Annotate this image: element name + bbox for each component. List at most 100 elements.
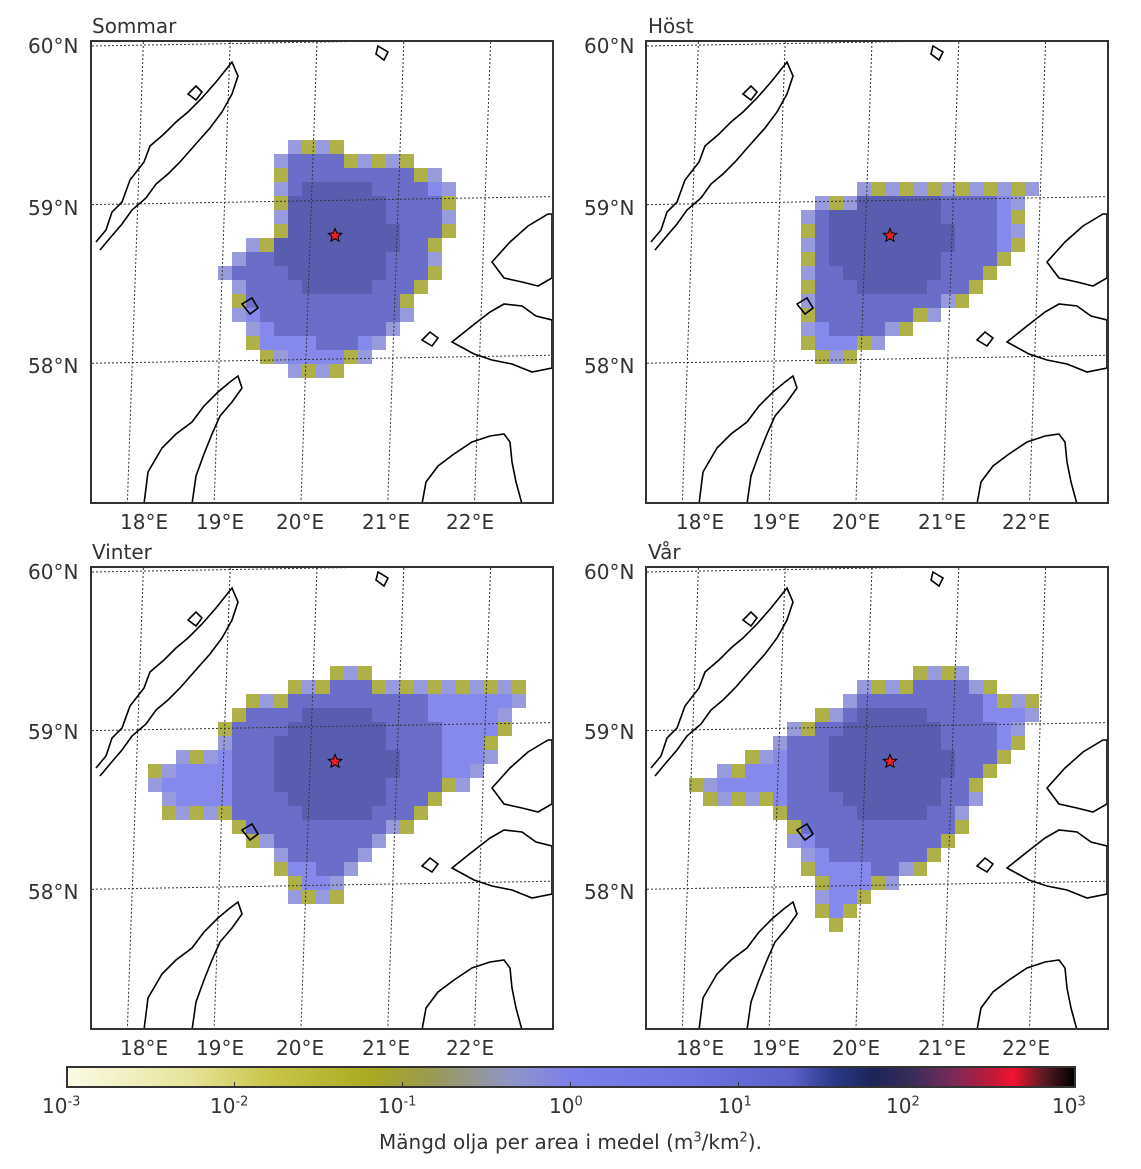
oil-cell <box>927 750 941 764</box>
oil-cell <box>969 694 983 708</box>
oil-cell <box>288 764 302 778</box>
oil-cell <box>330 350 344 364</box>
oil-cell <box>316 294 330 308</box>
oil-cell <box>843 904 857 918</box>
oil-cell <box>843 806 857 820</box>
coastline-path <box>143 374 243 502</box>
oil-cell <box>843 736 857 750</box>
lat-label-60: 60°N <box>28 34 79 58</box>
oil-cell <box>330 862 344 876</box>
map-panel-sommar <box>90 40 554 504</box>
oil-cell <box>787 834 801 848</box>
map-panel-host <box>645 40 1109 504</box>
oil-cell <box>344 350 358 364</box>
meridian-line <box>768 42 786 502</box>
oil-cell <box>302 210 316 224</box>
oil-cell <box>414 266 428 280</box>
oil-cell <box>913 266 927 280</box>
oil-cell <box>204 792 218 806</box>
oil-cell <box>773 736 787 750</box>
oil-cell <box>302 308 316 322</box>
oil-cell <box>955 280 969 294</box>
oil-cell <box>787 806 801 820</box>
oil-cell <box>372 224 386 238</box>
oil-cell <box>246 792 260 806</box>
oil-cell <box>969 722 983 736</box>
coastline-path <box>930 44 945 62</box>
oil-cell <box>787 778 801 792</box>
oil-cell <box>913 806 927 820</box>
oil-cell <box>815 778 829 792</box>
oil-cell <box>288 238 302 252</box>
oil-cell <box>316 792 330 806</box>
oil-cell <box>885 834 899 848</box>
oil-cell <box>983 680 997 694</box>
oil-cell <box>927 792 941 806</box>
oil-cell <box>843 890 857 904</box>
oil-cell <box>428 168 442 182</box>
oil-cell <box>204 750 218 764</box>
oil-cell <box>288 168 302 182</box>
oil-cell <box>274 820 288 834</box>
oil-cell <box>899 182 913 196</box>
oil-cell <box>913 722 927 736</box>
oil-cell <box>997 224 1011 238</box>
oil-cell <box>330 280 344 294</box>
oil-cell <box>773 750 787 764</box>
oil-cell <box>857 708 871 722</box>
oil-cell <box>456 764 470 778</box>
lon-label-20: 20°E <box>832 1036 881 1060</box>
oil-cell <box>983 694 997 708</box>
oil-cell <box>689 778 703 792</box>
oil-cell <box>344 154 358 168</box>
oil-cell <box>330 308 344 322</box>
oil-cell <box>871 196 885 210</box>
oil-cell <box>815 322 829 336</box>
oil-cell <box>857 336 871 350</box>
oil-cell <box>428 266 442 280</box>
oil-cell <box>815 708 829 722</box>
oil-cell <box>176 778 190 792</box>
oil-cell <box>428 252 442 266</box>
coastline-path <box>450 829 552 899</box>
oil-cell <box>246 750 260 764</box>
oil-cell <box>414 224 428 238</box>
oil-cell <box>274 806 288 820</box>
meridian-line <box>768 568 786 1028</box>
oil-cell <box>386 806 400 820</box>
oil-cell <box>274 736 288 750</box>
oil-cell <box>316 806 330 820</box>
oil-cell <box>955 778 969 792</box>
oil-cell <box>414 750 428 764</box>
lon-label-22: 22°E <box>1002 510 1051 534</box>
lat-label-58: 58°N <box>28 880 79 904</box>
oil-cell <box>204 806 218 820</box>
oil-cell <box>288 680 302 694</box>
oil-cell <box>344 722 358 736</box>
oil-cell <box>288 350 302 364</box>
oil-cell <box>955 680 969 694</box>
oil-cell <box>288 266 302 280</box>
oil-cell <box>843 308 857 322</box>
oil-cell <box>997 722 1011 736</box>
oil-cell <box>885 196 899 210</box>
oil-cell <box>1011 722 1025 736</box>
oil-cell <box>162 764 176 778</box>
oil-cell <box>1025 708 1039 722</box>
coastline-path <box>450 303 552 373</box>
lon-label-22: 22°E <box>446 1036 495 1060</box>
oil-cell <box>246 722 260 736</box>
oil-cell <box>470 736 484 750</box>
oil-cell <box>899 224 913 238</box>
oil-cell <box>899 694 913 708</box>
oil-cell <box>372 694 386 708</box>
oil-cell <box>358 792 372 806</box>
oil-cell <box>927 722 941 736</box>
oil-cell <box>997 736 1011 750</box>
oil-cell <box>344 708 358 722</box>
oil-cell <box>955 294 969 308</box>
lon-label-18: 18°E <box>120 1036 169 1060</box>
lon-label-22: 22°E <box>446 510 495 534</box>
meridian-line <box>855 42 873 502</box>
oil-cell <box>470 764 484 778</box>
